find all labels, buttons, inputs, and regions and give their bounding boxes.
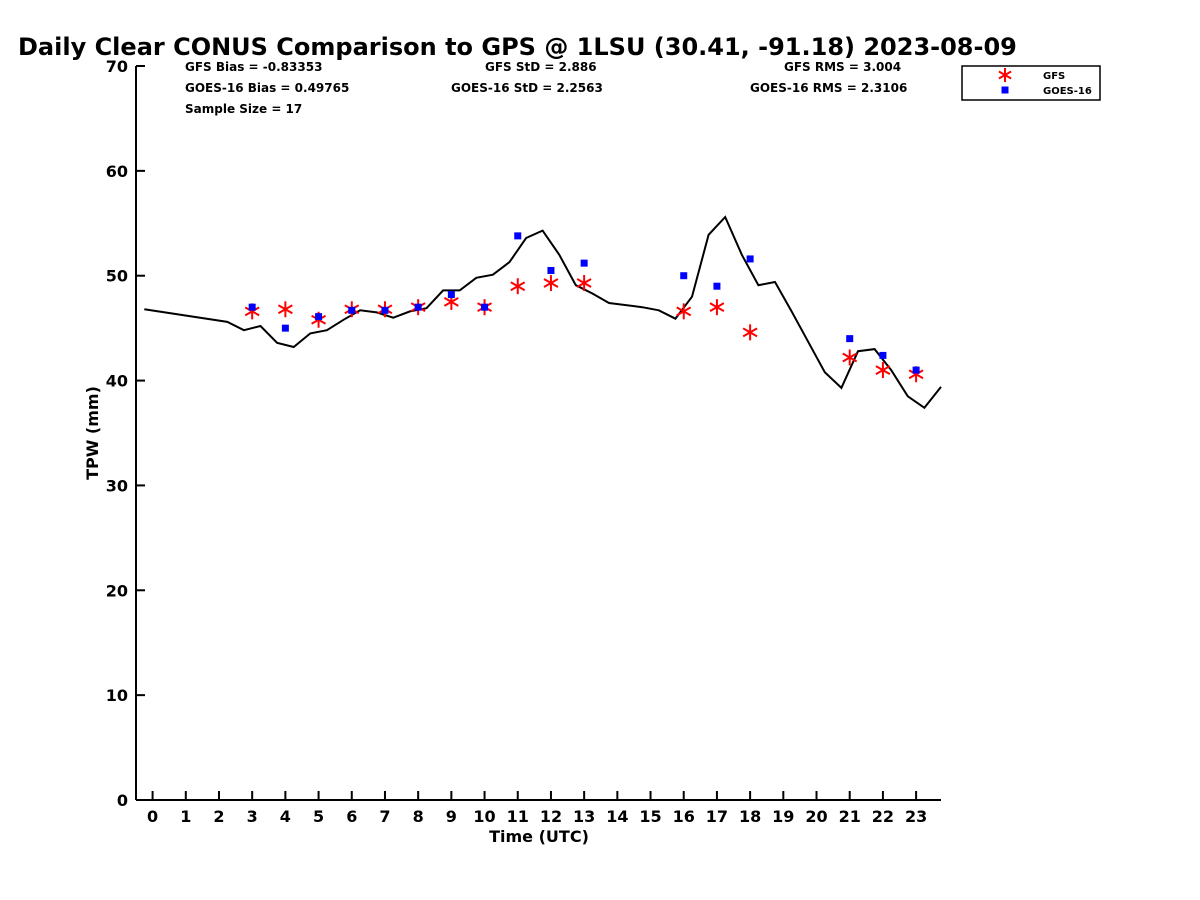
gfs-point <box>676 303 692 320</box>
x-tick-label: 9 <box>446 807 457 826</box>
gfs-point <box>709 299 725 316</box>
legend-goes-label: GOES-16 <box>1043 86 1092 97</box>
sample-size-stat: Sample Size = 17 <box>185 102 302 116</box>
y-axis-label: TPW (mm) <box>83 386 102 480</box>
gfs-std-stat: GFS StD = 2.886 <box>485 60 597 74</box>
goes-point <box>846 335 854 343</box>
x-tick-label: 21 <box>839 807 861 826</box>
goes-point <box>381 306 389 314</box>
x-tick-label: 20 <box>805 807 827 826</box>
y-tick-label: 50 <box>106 267 128 286</box>
y-tick-label: 30 <box>106 476 128 495</box>
gfs-point <box>842 349 858 366</box>
goes-point <box>414 303 422 311</box>
goes-point <box>680 272 688 280</box>
x-axis-label: Time (UTC) <box>489 827 589 846</box>
x-tick-label: 23 <box>905 807 927 826</box>
goes-rms-stat: GOES-16 RMS = 2.3106 <box>750 81 907 95</box>
goes-point <box>514 232 522 240</box>
gfs-point <box>543 275 559 292</box>
goes-point <box>348 306 356 314</box>
x-tick-label: 18 <box>739 807 761 826</box>
x-tick-label: 14 <box>606 807 628 826</box>
legend-gfs-asterisk <box>998 68 1012 82</box>
y-tick-label: 70 <box>106 57 128 76</box>
y-tick-label: 10 <box>106 686 128 705</box>
x-tick-label: 6 <box>346 807 357 826</box>
x-tick-label: 3 <box>247 807 258 826</box>
x-tick-label: 4 <box>280 807 291 826</box>
x-tick-label: 2 <box>213 807 224 826</box>
chart-title: Daily Clear CONUS Comparison to GPS @ 1L… <box>18 33 1017 61</box>
goes-point <box>248 303 256 311</box>
legend: GFS GOES-16 <box>961 65 1101 101</box>
gfs-point <box>576 275 592 292</box>
y-tick-label: 0 <box>117 791 128 810</box>
x-tick-label: 16 <box>673 807 695 826</box>
goes-point <box>746 255 754 263</box>
y-tick-label: 60 <box>106 162 128 181</box>
x-tick-label: 7 <box>379 807 390 826</box>
x-tick-label: 12 <box>540 807 562 826</box>
x-tick-label: 0 <box>147 807 158 826</box>
goes-point <box>580 259 588 267</box>
gfs-bias-stat: GFS Bias = -0.83353 <box>185 60 322 74</box>
x-tick-label: 17 <box>706 807 728 826</box>
goes-point <box>879 351 887 359</box>
x-tick-label: 11 <box>507 807 529 826</box>
gfs-point <box>277 301 293 318</box>
x-tick-label: 15 <box>639 807 661 826</box>
legend-gfs-marker <box>998 68 1012 82</box>
x-tick-label: 8 <box>413 807 424 826</box>
y-tick-label: 40 <box>106 372 128 391</box>
gfs-point <box>742 324 758 341</box>
goes-series <box>248 232 920 374</box>
x-tick-label: 13 <box>573 807 595 826</box>
goes-bias-stat: GOES-16 Bias = 0.49765 <box>185 81 349 95</box>
goes-point <box>281 324 289 332</box>
legend-goes-marker <box>1001 86 1009 94</box>
gfs-point <box>510 278 526 295</box>
x-tick-label: 22 <box>872 807 894 826</box>
x-tick-label: 19 <box>772 807 794 826</box>
gps-line <box>144 215 942 410</box>
legend-box <box>961 65 1101 101</box>
legend-gfs-label: GFS <box>1043 71 1065 82</box>
goes-std-stat: GOES-16 StD = 2.2563 <box>451 81 603 95</box>
goes-point <box>912 366 920 374</box>
gps-line-group <box>144 215 942 410</box>
goes-point <box>547 266 555 274</box>
x-tick-label: 5 <box>313 807 324 826</box>
x-tick-label: 10 <box>473 807 495 826</box>
goes-point <box>713 282 721 290</box>
gfs-rms-stat: GFS RMS = 3.004 <box>784 60 901 74</box>
goes-point <box>315 313 323 321</box>
goes-point <box>481 303 489 311</box>
goes-point <box>447 291 455 299</box>
x-tick-label: 1 <box>180 807 191 826</box>
y-tick-label: 20 <box>106 581 128 600</box>
gfs-point <box>875 362 891 379</box>
